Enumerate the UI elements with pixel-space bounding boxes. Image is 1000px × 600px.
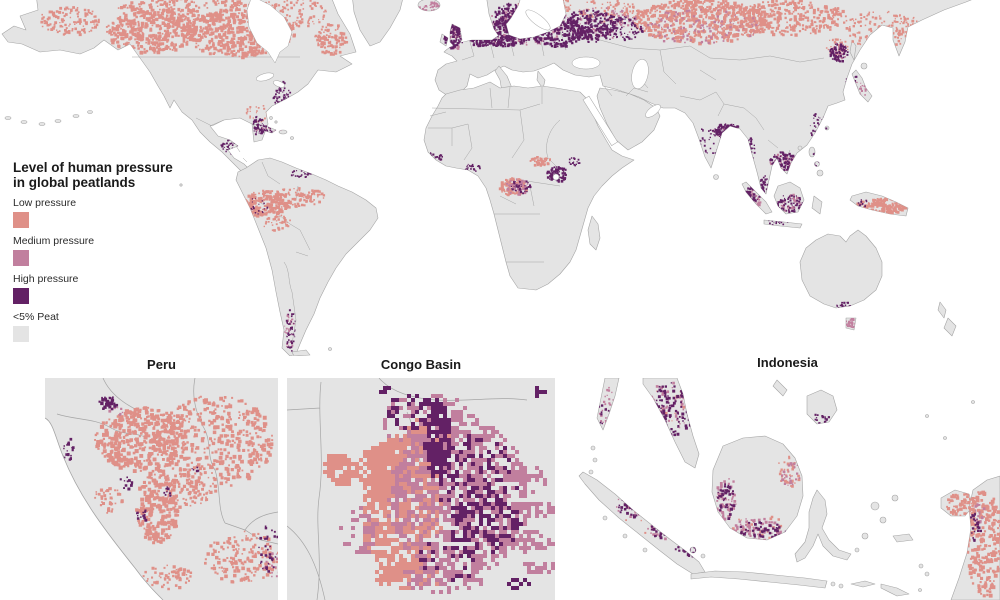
hudson-bay — [246, 0, 293, 64]
legend-item-peat: <5% Peat — [13, 311, 188, 342]
baltic-sea — [525, 9, 551, 31]
inset-map-indonesia — [578, 378, 1000, 600]
black-sea — [571, 56, 601, 70]
red-sea — [582, 95, 618, 146]
legend-item-medium: Medium pressure — [13, 235, 188, 266]
legend-swatch-high — [13, 288, 29, 304]
great-lake-erie — [273, 80, 285, 88]
inset-title-peru: Peru — [147, 357, 176, 372]
legend-item-low: Low pressure — [13, 197, 188, 228]
legend-swatch-medium — [13, 250, 29, 266]
peatland-speckles-indonesia — [598, 381, 1000, 598]
caspian-sea — [631, 58, 649, 90]
inset-map-congo — [287, 378, 555, 600]
persian-gulf — [645, 104, 661, 118]
peru-borders — [56, 378, 278, 545]
legend-swatch-peat — [13, 326, 29, 342]
peatland-speckles-peru — [61, 395, 278, 591]
peatland-speckles-world — [40, 0, 921, 352]
inland-water — [246, 0, 661, 181]
legend-item-high: High pressure — [13, 273, 188, 304]
peru-ocean — [45, 418, 163, 600]
inset-map-peru — [45, 378, 278, 600]
legend: Level of human pressure in global peatla… — [13, 160, 188, 349]
world-map — [1, 0, 972, 356]
great-lake-superior — [256, 72, 274, 82]
peru-coastline — [45, 417, 164, 600]
legend-swatch-low — [13, 212, 29, 228]
legend-label-medium: Medium pressure — [13, 235, 95, 247]
lake-victoria — [552, 173, 560, 181]
inset-title-congo: Congo Basin — [380, 357, 462, 372]
legend-label-low: Low pressure — [13, 197, 77, 209]
inset-title-indonesia: Indonesia — [757, 355, 818, 370]
legend-title: Level of human pressure in global peatla… — [13, 160, 173, 190]
legend-label-high: High pressure — [13, 273, 79, 285]
country-borders — [132, 29, 825, 345]
indonesia-islands — [578, 378, 1000, 600]
legend-label-peat: <5% Peat — [13, 311, 59, 323]
peatland-speckles-congo — [323, 386, 555, 594]
